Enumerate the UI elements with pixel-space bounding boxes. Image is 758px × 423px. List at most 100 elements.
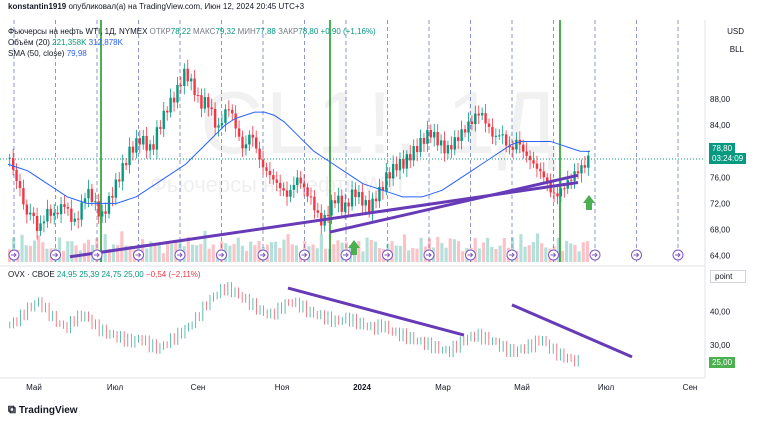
candle-body: [302, 183, 306, 188]
event-arrow-glyph: [550, 252, 557, 258]
candle-body: [419, 137, 422, 153]
candle-body: [583, 165, 587, 168]
candle-body: [347, 202, 350, 207]
volume-bar: [394, 245, 398, 262]
volume-bar: [86, 239, 91, 262]
candle-body: [15, 169, 18, 182]
candle-body: [46, 208, 49, 222]
candle-body: [196, 94, 200, 96]
volume-legend[interactable]: Объём (20) 221,358K 312,878K: [8, 38, 123, 47]
volume-bar: [203, 230, 207, 262]
volume-bar: [436, 236, 440, 262]
volume-bar: [452, 239, 456, 262]
ovx-scale-button[interactable]: point: [710, 270, 746, 283]
author-name[interactable]: konstantin1919: [8, 2, 67, 11]
volume-bar: [161, 253, 165, 262]
volume-bar: [440, 242, 444, 262]
volume-bar: [165, 241, 170, 262]
ovx-last-tag: 25,00: [709, 357, 736, 368]
volume-bar: [70, 241, 74, 262]
price-tick-label: 72,00: [710, 199, 731, 208]
trend-line-support-2: [329, 173, 579, 234]
candle-body: [135, 138, 138, 153]
ovx-legend[interactable]: OVX · CBOE 24,95 25,39 24,75 25,00 −0,54…: [8, 270, 201, 279]
candle-body: [450, 145, 453, 150]
candle-body: [53, 212, 56, 216]
candle-body: [364, 200, 367, 206]
candle-body: [480, 113, 484, 116]
time-tick-label: Май: [26, 383, 42, 392]
candle-body: [203, 97, 207, 109]
volume-bar: [390, 241, 394, 262]
candle-body: [70, 208, 73, 222]
volume-bar: [311, 244, 315, 262]
volume-bar: [103, 234, 107, 262]
volume-bar: [357, 241, 361, 262]
sma-legend[interactable]: SMA (50, close) 79,98: [8, 49, 87, 58]
volume-bar: [62, 250, 66, 262]
candle-body: [22, 188, 25, 205]
candle-body: [559, 188, 563, 197]
volume-bar: [323, 248, 328, 262]
currency-button[interactable]: USD: [727, 27, 744, 36]
candle-body: [224, 109, 227, 123]
volume-bar: [116, 245, 120, 262]
candle-body: [268, 170, 272, 176]
last-price-tag: 78,80: [709, 143, 736, 154]
tradingview-logo[interactable]: ⧉ TradingView: [8, 404, 78, 416]
candle-body: [580, 165, 583, 174]
candle-body: [374, 198, 378, 202]
volume-bar: [448, 238, 452, 262]
volume-bar: [544, 247, 548, 262]
candle-body: [32, 212, 35, 217]
time-tick-label: Сен: [191, 383, 206, 392]
unit-button[interactable]: BLL: [729, 45, 744, 54]
candle-body: [354, 189, 357, 198]
candle-body: [422, 137, 426, 144]
sma-line: [7, 111, 591, 204]
volume-bar: [481, 242, 486, 262]
close-value: 78,80: [298, 27, 319, 36]
candle-body: [244, 144, 248, 149]
candle-body: [563, 188, 566, 190]
candle-body: [97, 201, 100, 217]
event-arrow-glyph: [509, 252, 515, 258]
candle-body: [217, 125, 220, 128]
volume-bar: [402, 234, 407, 262]
candle-body: [261, 159, 265, 168]
candle-body: [453, 137, 456, 150]
candle-body: [66, 207, 70, 209]
ohlc-legend[interactable]: Фьючерсы на нефть WTI, 1Д, NYMEX ОТКР78,…: [8, 27, 376, 36]
event-arrow-glyph: [675, 252, 681, 258]
candle-body: [436, 132, 439, 146]
candle-body: [90, 188, 94, 202]
candle-body: [292, 185, 296, 190]
candle-body: [210, 107, 213, 109]
candle-body: [313, 196, 316, 211]
candle-body: [159, 127, 162, 129]
volume-bar: [74, 245, 78, 262]
candle-body: [333, 200, 337, 204]
candle-body: [138, 138, 142, 145]
tv-logo-icon: ⧉: [8, 404, 16, 416]
volume-bar: [456, 241, 461, 262]
time-tick-label: Мар: [435, 383, 451, 392]
candle-body: [87, 188, 90, 199]
time-tick-label: Сен: [683, 383, 698, 392]
event-arrow-glyph: [343, 252, 349, 258]
candle-body: [124, 163, 128, 166]
time-tick-label: Ноя: [275, 383, 290, 392]
volume-value-2: 312,878K: [88, 38, 123, 47]
volume-bar: [45, 248, 49, 262]
low-value: 77,88: [255, 27, 276, 36]
high-value: 79,32: [215, 27, 236, 36]
candle-body: [398, 159, 402, 171]
candle-body: [29, 212, 32, 215]
candle-body: [409, 154, 412, 161]
candle-body: [8, 157, 11, 159]
volume-bar: [290, 244, 294, 262]
volume-bar: [120, 231, 124, 262]
candle-body: [316, 210, 320, 213]
price-tick-label: 76,00: [710, 173, 731, 182]
